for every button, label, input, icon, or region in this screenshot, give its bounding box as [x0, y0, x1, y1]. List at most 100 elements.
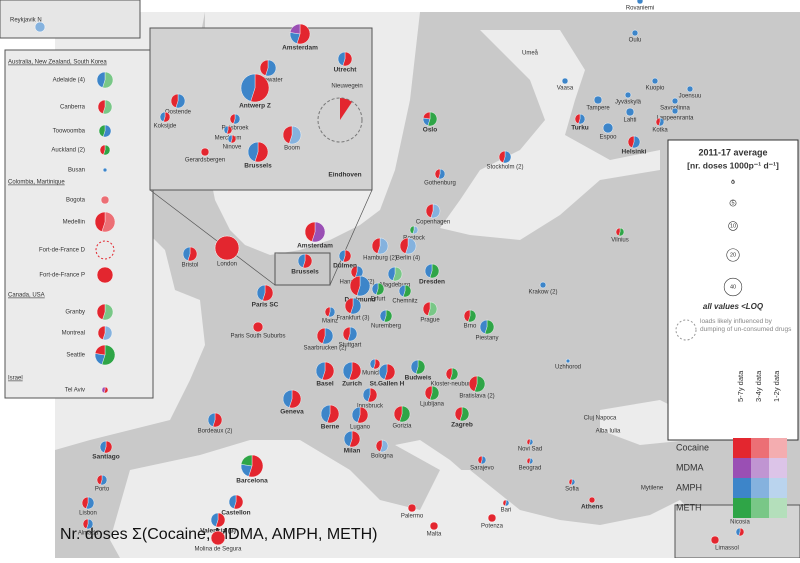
city-pie: [710, 535, 720, 545]
city-pie-slice: [349, 275, 361, 296]
city-label: Dresden: [419, 279, 445, 286]
city-label: Geneva: [280, 409, 304, 416]
city-pie-slice: [445, 367, 453, 380]
city-label: Vaasa: [557, 86, 574, 92]
city-label: Nieuwegein: [331, 84, 362, 90]
city-label: Canberra: [60, 105, 86, 111]
city-pie-slice: [502, 499, 507, 507]
city-pie-slice: [379, 309, 387, 322]
city-pie-slice: [337, 51, 346, 66]
city-label: Tampere: [586, 106, 610, 112]
city-pie-slice: [479, 319, 488, 334]
dumping-note: loads likely influenced by dumping of un…: [700, 318, 792, 333]
city-label: Athens: [581, 504, 603, 511]
city-label: Sarajevo: [470, 466, 494, 472]
legend-size-circle: [731, 180, 735, 184]
city-pie-slice: [574, 113, 581, 125]
city-label: St.Gallen H: [370, 381, 405, 388]
city-pie-slice: [338, 249, 346, 262]
city-pie-slice: [259, 59, 269, 76]
city-label: Krakow (2): [528, 290, 557, 296]
city-pie: [625, 107, 635, 117]
city-pie-slice: [228, 494, 237, 509]
city-label: Ninove: [223, 145, 242, 151]
city-pie-slice: [97, 99, 106, 114]
legend-size-circle: [726, 248, 740, 262]
city-label: Paris South Suburbs: [230, 334, 285, 340]
city-pie: [539, 281, 547, 289]
city-label: Busan: [68, 168, 85, 174]
city-label: Alba Iulia: [596, 429, 621, 435]
city-pie: [636, 0, 644, 5]
city-pie: [200, 147, 210, 157]
city-label: Mainz: [322, 319, 338, 325]
city-pie-slice: [393, 405, 403, 422]
city-pie-slice: [434, 168, 441, 180]
city-pie-slice: [351, 406, 361, 423]
city-pie: [429, 521, 439, 531]
legend-size-circle: [728, 221, 738, 231]
city-label: Frankfurt (3): [336, 316, 369, 322]
city-label: Bratislava (2): [459, 394, 494, 400]
city-label: Jyväskylä: [615, 100, 642, 106]
city-pie-slice: [371, 282, 379, 295]
zoom-area: [274, 252, 331, 286]
city-pie-slice: [99, 440, 107, 453]
city-label: Zurich: [342, 381, 362, 388]
city-pie: [34, 21, 46, 33]
legend-size-label: 1: [731, 179, 734, 185]
city-pie: [102, 167, 108, 173]
city-pie-slice: [289, 23, 301, 35]
city-pie-slice: [98, 124, 106, 137]
city-label: Kloster-neuburg: [431, 382, 474, 388]
city-label: Seattle: [66, 353, 85, 359]
city-pie: [671, 107, 679, 115]
city-label: Gothenburg: [424, 181, 456, 187]
dumping-slice: [340, 98, 352, 120]
adriatic: [395, 440, 500, 500]
city-label: Santiago: [92, 454, 119, 461]
city-pie-slice: [94, 211, 106, 232]
city-pie-slice: [96, 303, 106, 320]
legend-swatch: [733, 438, 751, 458]
city-pie-slice: [207, 412, 216, 427]
city-label: Erfurt: [371, 297, 386, 303]
city-label: Fort-de-France D: [39, 248, 86, 254]
city-pie-slice: [223, 125, 229, 135]
city-pie-slice: [316, 327, 326, 344]
city-label: Basel: [316, 381, 334, 388]
city-label: Uzhhorod: [555, 365, 581, 371]
city-label: Stuttgart: [339, 343, 362, 349]
city-pie-slice: [477, 455, 483, 465]
city-label: Almada: [78, 531, 99, 537]
city-label: Oslo: [423, 127, 437, 134]
city-pie-slice: [422, 111, 431, 120]
city-label: Oudewater: [253, 78, 282, 84]
city-pie-slice: [96, 71, 106, 88]
city-pie: [487, 513, 497, 523]
legend-size-label: 40: [730, 284, 736, 290]
city-pie-slice: [96, 474, 103, 486]
legend-swatch: [751, 498, 769, 518]
legend-swatch: [751, 478, 769, 498]
city-pie-slice: [342, 361, 353, 380]
city-pie-slice: [99, 144, 106, 156]
city-label: Fort-de-France P: [39, 273, 85, 279]
legend-swatch: [751, 438, 769, 458]
city-pie: [686, 85, 694, 93]
city-label: Rostock: [403, 236, 426, 242]
city-label: Sofia: [565, 487, 579, 493]
zoom-connector: [149, 189, 276, 286]
city-pie-slice: [362, 387, 371, 402]
city-label: Brussels: [291, 269, 319, 276]
city-pie-slice: [422, 301, 431, 316]
city-label: Dortmund: [344, 297, 375, 304]
city-label: Bologna: [371, 454, 394, 460]
city-label: Joensuu: [679, 94, 702, 100]
city-label: Innsbruck: [357, 404, 384, 410]
city-label: Gerardsbergen: [185, 158, 225, 164]
city-label: Bari: [501, 508, 512, 514]
city-label: Copenhagen: [416, 220, 450, 226]
city-label: Granby: [65, 310, 85, 316]
city-pie: [100, 195, 110, 205]
